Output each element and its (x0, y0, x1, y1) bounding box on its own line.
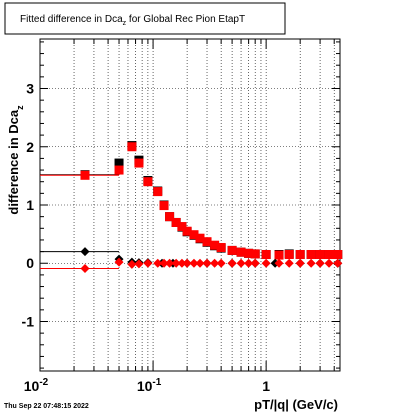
y-tick-label: 1 (26, 197, 34, 213)
data-point-square (177, 222, 187, 232)
data-point-diamond (333, 258, 343, 268)
x-tick-label: 1 (262, 378, 270, 394)
x-tick-label: 10-2 (24, 377, 49, 394)
data-point-square (216, 243, 226, 253)
data-point-diamond (274, 258, 284, 268)
data-point-diamond (153, 258, 163, 268)
data-point-square (171, 217, 181, 227)
data-point-diamond (227, 258, 237, 268)
data-point-diamond (80, 247, 90, 257)
data-point-square (80, 170, 90, 180)
y-tick-label: 2 (26, 139, 34, 155)
data-point-diamond (177, 258, 187, 268)
data-point-square (189, 230, 199, 240)
data-point-diamond (189, 258, 199, 268)
data-point-diamond (80, 263, 90, 273)
data-point-square (159, 201, 169, 211)
data-point-diamond (284, 258, 294, 268)
tick-labels: -1 0 1 2 3 10-2 10-1 1 (22, 81, 271, 394)
data-point-square (114, 165, 124, 175)
data-point-diamond (315, 258, 325, 268)
data-point-square (261, 250, 271, 260)
data-point-square (333, 250, 343, 260)
data-point-diamond (250, 258, 260, 268)
data-point-diamond (306, 258, 316, 268)
data-point-square (295, 250, 305, 260)
data-point-square (315, 250, 325, 260)
data-point-square (143, 177, 153, 187)
data-point-diamond (324, 258, 334, 268)
y-tick-label: 0 (26, 255, 34, 271)
data-point-square (182, 226, 192, 236)
data-point-square (210, 240, 220, 250)
data-markers (80, 141, 343, 273)
data-point-square (114, 158, 124, 168)
y-tick-label: 3 (26, 81, 34, 97)
data-point-square (227, 245, 237, 255)
timestamp: Thu Sep 22 07:48:15 2022 (4, 403, 89, 410)
data-point-square (236, 247, 246, 257)
grid (40, 39, 340, 371)
data-point-diamond (261, 258, 271, 268)
data-point-square (250, 249, 260, 259)
data-point-diamond (210, 258, 220, 268)
data-point-square (244, 248, 254, 258)
data-point-diamond (216, 258, 226, 268)
x-tick-label: 10-1 (137, 377, 162, 394)
data-point-diamond (295, 258, 305, 268)
data-point-square (202, 237, 212, 247)
chart-title: Fitted difference in Dcaz for Global Rec… (20, 14, 245, 27)
data-point-square (165, 212, 175, 222)
data-point-diamond (134, 259, 144, 269)
data-point-diamond (202, 258, 212, 268)
data-point-diamond (143, 258, 153, 268)
data-point-diamond (165, 258, 175, 268)
data-point-square (324, 250, 334, 260)
data-point-diamond (127, 259, 137, 269)
data-point-diamond (159, 258, 169, 268)
error-bars (40, 174, 120, 269)
y-tick-label: -1 (22, 313, 35, 329)
title-box (4, 2, 286, 35)
data-point-diamond (182, 258, 192, 268)
data-point-diamond (114, 257, 124, 267)
data-point-diamond (236, 258, 246, 268)
y-axis-label: difference in Dcaz (6, 105, 25, 215)
data-point-square (127, 142, 137, 152)
data-point-square (274, 250, 284, 260)
data-point-diamond (244, 258, 254, 268)
data-point-square (284, 250, 294, 260)
data-point-diamond (171, 258, 181, 268)
data-point-square (134, 158, 144, 168)
data-point-square (153, 187, 163, 197)
data-point-diamond (195, 258, 205, 268)
data-point-square (306, 250, 316, 260)
data-point-square (195, 233, 205, 243)
x-axis-label: pT/|q| (GeV/c) (254, 397, 338, 412)
